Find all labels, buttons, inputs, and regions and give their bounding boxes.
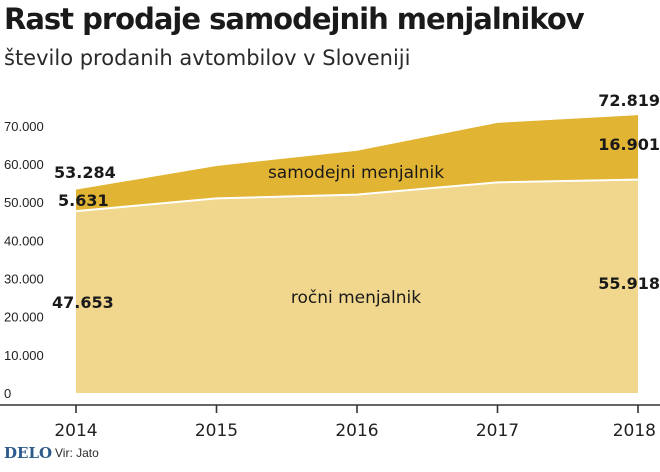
auto-2018-label: 16.901 (598, 135, 660, 154)
x-tick-label: 2014 (54, 421, 97, 441)
total-2014-label: 53.284 (54, 163, 116, 182)
y-tick-label: 0 (4, 386, 11, 401)
chart-title: Rast prodaje samodejnih menjalnikov (4, 2, 585, 36)
x-tick-label: 2015 (195, 421, 238, 441)
y-tick-label: 40.000 (4, 233, 44, 248)
delo-logo: DELO (4, 444, 53, 462)
series-separator-line (75, 178, 639, 213)
y-tick-label: 10.000 (4, 348, 44, 363)
manual-2018-label: 55.918 (598, 274, 660, 293)
y-tick-label: 50.000 (4, 195, 44, 210)
total-2018-label: 72.819 (598, 91, 660, 110)
x-tick-label: 2017 (476, 421, 519, 441)
y-tick-label: 60.000 (4, 157, 44, 172)
auto-2014-label: 5.631 (58, 191, 109, 210)
y-tick-label: 20.000 (4, 310, 44, 325)
y-tick-label: 30.000 (4, 272, 44, 287)
auto-series-label: samodejni menjalnik (268, 163, 444, 183)
chart-subtitle: število prodanih avtombilov v Sloveniji (4, 46, 411, 70)
y-tick-label: 70.000 (4, 119, 44, 134)
manual-series-label: ročni menjalnik (291, 288, 421, 308)
manual-area (76, 179, 638, 393)
manual-2014-label: 47.653 (52, 293, 114, 312)
source-note: Vir: Jato (55, 446, 99, 460)
auto-area (76, 115, 638, 212)
x-tick-label: 2016 (335, 421, 378, 441)
x-tick-label: 2018 (613, 421, 656, 441)
